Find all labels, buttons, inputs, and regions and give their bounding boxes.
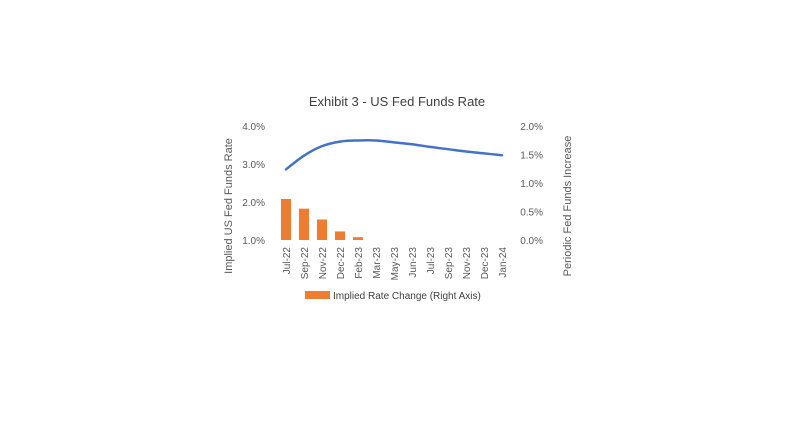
left-tick-label: 3.0% bbox=[242, 160, 265, 171]
right-axis-ticks: 0.0% 0.5% 1.0% 1.5% 2.0% bbox=[520, 122, 543, 247]
x-tick-label: Feb-23 bbox=[354, 247, 365, 279]
x-tick-label: Sep-22 bbox=[300, 247, 311, 280]
bar bbox=[334, 231, 346, 240]
x-tick-label: Dec-22 bbox=[336, 247, 347, 280]
right-tick-label: 1.0% bbox=[520, 179, 543, 190]
left-axis-label: Implied US Fed Funds Rate bbox=[223, 138, 235, 274]
left-axis-ticks: 1.0% 2.0% 3.0% 4.0% bbox=[242, 122, 265, 247]
x-tick-label: Nov-22 bbox=[318, 247, 329, 280]
left-tick-label: 4.0% bbox=[242, 122, 265, 133]
legend-label-implied-rate-change: Implied Rate Change (Right Axis) bbox=[333, 291, 481, 302]
right-tick-label: 0.5% bbox=[520, 208, 543, 219]
x-tick-label: Jan-24 bbox=[498, 247, 509, 278]
x-tick-label: Jun-23 bbox=[408, 247, 419, 278]
x-tick-label: Sep-23 bbox=[444, 247, 455, 280]
x-tick-label: Dec-23 bbox=[480, 247, 491, 280]
bar bbox=[316, 219, 328, 240]
x-axis-ticks: Jul-22 Sep-22 Nov-22 Dec-22 Feb-23 Mar-23 May-… bbox=[282, 247, 509, 281]
x-tick-label: Nov-23 bbox=[462, 247, 473, 280]
chart-title: Exhibit 3 - US Fed Funds Rate bbox=[309, 94, 485, 109]
legend: Implied Rate Change (Right Axis) bbox=[305, 291, 481, 302]
x-tick-label: May-23 bbox=[390, 247, 401, 281]
right-tick-label: 1.5% bbox=[520, 151, 543, 162]
legend-swatch-implied-rate-change bbox=[305, 291, 330, 299]
bar bbox=[280, 198, 292, 240]
right-axis-label: Periodic Fed Funds Increase bbox=[562, 136, 574, 277]
right-tick-label: 0.0% bbox=[520, 236, 543, 247]
bar bbox=[352, 237, 364, 240]
left-tick-label: 1.0% bbox=[242, 236, 265, 247]
bar-series bbox=[280, 198, 364, 240]
line-series-path bbox=[284, 138, 504, 171]
left-tick-label: 2.0% bbox=[242, 198, 265, 209]
x-tick-label: Jul-22 bbox=[282, 247, 293, 275]
x-tick-label: Mar-23 bbox=[372, 247, 383, 279]
x-tick-label: Jul-23 bbox=[426, 247, 437, 275]
line-series bbox=[284, 138, 504, 171]
right-tick-label: 2.0% bbox=[520, 122, 543, 133]
bar bbox=[298, 208, 310, 240]
